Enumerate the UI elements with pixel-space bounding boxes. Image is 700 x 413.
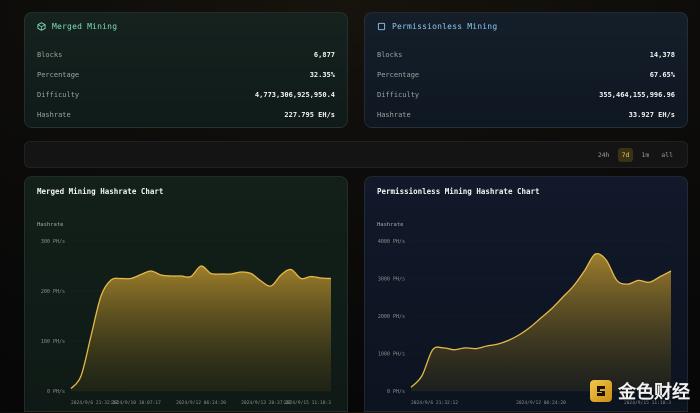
y-tick-label: 0 PH/s	[47, 389, 65, 395]
stat-value: 6,877	[313, 51, 335, 59]
x-tick-label: 2024/9/12 06:24:20	[516, 400, 566, 406]
x-tick-label: 2024/9/15 11:18:3	[284, 400, 331, 406]
range-button-1m[interactable]: 1m	[641, 151, 650, 159]
x-tick-label: 2024/9/10 10:07:17	[111, 400, 161, 406]
permissionless-hashrate-plot: 0 PH/s 1000 PH/s 2000 PH/s 3000 PH/s 4000 PH…	[378, 239, 672, 406]
hashrate-line	[70, 265, 332, 389]
time-range-selector: 24h 7d 1m all	[594, 148, 677, 162]
merged-stats-list: Blocks 6,877 Percentage 32.35% Difficulty 4,7…	[37, 45, 335, 125]
merged-hashrate-chart-card: Merged Mining Hashrate Chart Hashrate 0 …	[24, 176, 348, 412]
merged-mining-header: Merged Mining	[37, 22, 117, 31]
stat-value: 355,464,155,996.96	[599, 91, 675, 99]
range-button-7d[interactable]: 7d	[617, 148, 634, 162]
time-range-toolbar: 24h 7d 1m all	[24, 141, 688, 168]
permissionless-hashrate-chart-card: Permissionless Mining Hashrate Chart Has…	[364, 176, 688, 412]
x-tick-label: 2024/9/13 20:37:27	[241, 400, 291, 406]
stat-label: Blocks	[377, 51, 403, 59]
permissionless-mining-card: Permissionless Mining Blocks 14,378 Percen…	[364, 12, 688, 128]
stat-value: 14,378	[649, 51, 675, 59]
stat-label: Hashrate	[37, 111, 71, 119]
stat-value: 227.795 EH/s	[284, 111, 335, 119]
stat-value: 33.927 EH/s	[628, 111, 675, 119]
stat-row: Difficulty 355,464,155,996.96	[377, 85, 675, 105]
hashrate-area	[411, 253, 671, 391]
x-tick-label: 2024/9/12 06:24:20	[176, 400, 226, 406]
y-tick-label: 200 PH/s	[41, 289, 65, 295]
y-tick-label: 100 PH/s	[41, 339, 65, 345]
x-tick-label: 2024/9/15 11:18:3	[624, 400, 671, 406]
y-tick-label: 2000 PH/s	[378, 314, 405, 320]
merged-mining-card: Merged Mining Blocks 6,877 Percentage 32.35…	[24, 12, 348, 128]
stat-row: Blocks 6,877	[37, 45, 335, 65]
stat-label: Blocks	[37, 51, 63, 59]
stat-row: Percentage 32.35%	[37, 65, 335, 85]
watermark: 金色财经	[590, 378, 690, 404]
y-tick-label: 4000 PH/s	[378, 239, 405, 245]
permissionless-chart-ylabel: Hashrate	[377, 222, 404, 228]
stat-value: 67.65%	[649, 71, 675, 79]
stat-label: Difficulty	[37, 91, 80, 99]
y-tick-label: 1000 PH/s	[378, 352, 405, 358]
merged-hashrate-plot: 0 PH/s 100 PH/s 200 PH/s 300 PH/s 2024/9/6 2…	[41, 239, 332, 406]
stat-label: Difficulty	[377, 91, 420, 99]
stat-label: Percentage	[37, 71, 80, 79]
merged-mining-title: Merged Mining	[52, 22, 118, 31]
stat-row: Hashrate 33.927 EH/s	[377, 105, 675, 125]
permissionless-mining-title: Permissionless Mining	[392, 22, 498, 31]
square-icon	[377, 22, 386, 31]
merged-chart-ylabel: Hashrate	[37, 222, 64, 228]
hashrate-area	[71, 265, 331, 391]
stat-row: Percentage 67.65%	[377, 65, 675, 85]
merged-chart-title: Merged Mining Hashrate Chart	[37, 187, 164, 196]
stat-row: Blocks 14,378	[377, 45, 675, 65]
hashrate-line	[410, 252, 672, 388]
watermark-text: 金色财经	[618, 382, 690, 403]
stat-row: Difficulty 4,773,306,925,950.4	[37, 85, 335, 105]
stat-row: Hashrate 227.795 EH/s	[37, 105, 335, 125]
stat-label: Hashrate	[377, 111, 411, 119]
stat-value: 4,773,306,925,950.4	[254, 91, 335, 99]
range-button-24h[interactable]: 24h	[597, 151, 610, 159]
x-tick-label: 2024/9/6 21:32:12	[411, 400, 458, 406]
stat-label: Percentage	[377, 71, 420, 79]
y-tick-label: 300 PH/s	[41, 239, 65, 245]
stat-value: 32.35%	[309, 71, 335, 79]
range-button-all[interactable]: all	[661, 151, 673, 159]
cube-icon	[37, 22, 46, 31]
y-tick-label: 0 PH/s	[387, 389, 405, 395]
permissionless-mining-header: Permissionless Mining	[377, 22, 497, 31]
x-tick-label: 2024/9/6 21:32:12	[71, 400, 118, 406]
permissionless-stats-list: Blocks 14,378 Percentage 67.65% Difficulty 35…	[377, 45, 675, 125]
permissionless-chart-title: Permissionless Mining Hashrate Chart	[377, 187, 540, 196]
watermark-logo-icon	[590, 380, 612, 402]
y-tick-label: 3000 PH/s	[378, 277, 405, 283]
